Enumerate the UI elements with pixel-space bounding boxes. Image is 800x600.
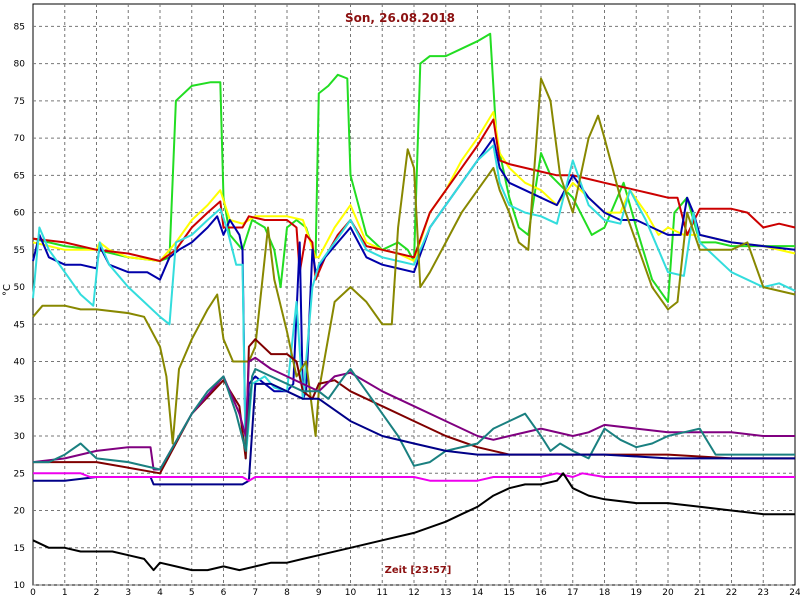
- y-tick-label: 85: [14, 22, 25, 32]
- y-tick-label: 45: [14, 320, 25, 330]
- x-tick-label: 23: [758, 588, 769, 598]
- x-tick-label: 12: [408, 588, 419, 598]
- x-tick-label: 19: [631, 588, 643, 598]
- x-tick-label: 13: [440, 588, 451, 598]
- y-tick-label: 30: [14, 432, 26, 442]
- y-tick-label: 25: [14, 469, 25, 479]
- y-tick-label: 40: [14, 358, 26, 368]
- x-tick-label: 21: [694, 588, 705, 598]
- y-tick-label: 50: [14, 283, 26, 293]
- y-tick-label: 10: [14, 581, 26, 591]
- y-tick-label: 75: [14, 97, 25, 107]
- y-tick-label: 80: [14, 60, 26, 70]
- x-tick-label: 17: [567, 588, 578, 598]
- x-tick-label: 24: [789, 588, 800, 598]
- y-tick-label: 65: [14, 171, 25, 181]
- y-tick-label: 60: [14, 209, 26, 219]
- x-tick-label: 8: [284, 588, 290, 598]
- x-tick-label: 22: [726, 588, 737, 598]
- x-tick-label: 20: [662, 588, 674, 598]
- x-tick-label: 6: [221, 588, 227, 598]
- y-tick-label: 70: [14, 134, 26, 144]
- x-tick-label: 4: [157, 588, 163, 598]
- series-line-5: [32, 144, 796, 460]
- x-tick-label: 1: [62, 588, 68, 598]
- x-axis-label: Zeit [23:57]: [385, 565, 452, 576]
- x-tick-label: 7: [252, 588, 258, 598]
- series-line-4: [32, 137, 796, 460]
- y-tick-label: 55: [14, 246, 25, 256]
- series-line-6: [32, 77, 796, 445]
- series-line-12: [32, 472, 795, 572]
- x-tick-label: 11: [377, 588, 388, 598]
- x-tick-label: 18: [599, 588, 611, 598]
- y-tick-label: 20: [14, 507, 26, 517]
- y-tick-label: 35: [14, 395, 25, 405]
- y-tick-label: 15: [14, 544, 25, 554]
- chart-title: Son, 26.08.2018: [345, 11, 455, 25]
- x-tick-label: 2: [94, 588, 100, 598]
- y-axis-label: °C: [2, 284, 13, 296]
- series-line-2: [32, 111, 796, 262]
- x-tick-label: 15: [504, 588, 515, 598]
- x-tick-label: 9: [316, 588, 322, 598]
- x-tick-label: 3: [125, 588, 131, 598]
- x-tick-label: 0: [30, 588, 36, 598]
- x-tick-label: 5: [189, 588, 195, 598]
- x-tick-label: 16: [535, 588, 547, 598]
- x-tick-label: 14: [472, 588, 484, 598]
- series-line-9: [33, 368, 795, 471]
- x-tick-label: 10: [345, 588, 357, 598]
- series-line-11: [33, 472, 795, 482]
